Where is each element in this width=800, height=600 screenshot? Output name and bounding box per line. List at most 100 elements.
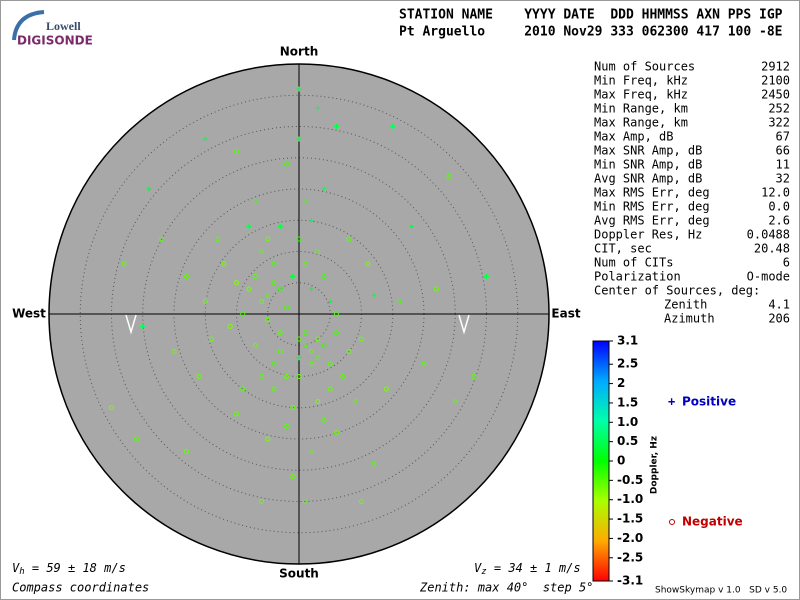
source-negative bbox=[184, 274, 189, 279]
stat-value: 2912 bbox=[761, 60, 790, 74]
stat-value: 0.0488 bbox=[747, 228, 790, 242]
source-negative bbox=[334, 430, 339, 436]
source-negative bbox=[284, 424, 289, 429]
source-negative bbox=[334, 330, 339, 336]
source-negative bbox=[302, 330, 308, 336]
direction-label: West bbox=[12, 307, 46, 321]
source-negative bbox=[302, 261, 308, 267]
stat-value: 67 bbox=[776, 130, 790, 144]
source-negative bbox=[221, 261, 227, 267]
stat-value: 0.0 bbox=[768, 200, 790, 214]
stat-value: 6 bbox=[783, 256, 790, 270]
source-positive bbox=[296, 355, 302, 361]
colorbar-tick-label: 2 bbox=[617, 376, 625, 390]
source-negative bbox=[284, 374, 289, 379]
source-positive bbox=[246, 224, 252, 229]
source-negative bbox=[171, 349, 177, 354]
source-negative bbox=[284, 305, 289, 311]
source-positive bbox=[334, 124, 339, 129]
source-negative bbox=[271, 280, 277, 286]
source-positive bbox=[296, 86, 302, 92]
center-label: Azimuth bbox=[664, 312, 715, 326]
source-negative bbox=[277, 349, 283, 354]
colorbar-tick-label: -1.5 bbox=[617, 512, 643, 526]
source-negative bbox=[290, 474, 296, 479]
source-negative bbox=[290, 405, 296, 411]
stat-value: 12.0 bbox=[761, 186, 790, 200]
stat-label: Max Range, km bbox=[594, 116, 688, 130]
source-negative bbox=[277, 330, 283, 336]
source-negative bbox=[421, 361, 427, 367]
stat-label: Max SNR Amp, dB bbox=[594, 144, 702, 158]
stat-value: 66 bbox=[776, 144, 790, 158]
source-negative bbox=[234, 149, 239, 154]
stat-label: Num of Sources bbox=[594, 60, 695, 74]
stat-label: Avg SNR Amp, dB bbox=[594, 172, 702, 186]
source-negative bbox=[340, 374, 346, 379]
source-negative bbox=[259, 374, 264, 379]
source-positive bbox=[327, 299, 333, 304]
source-negative bbox=[259, 249, 264, 254]
stat-value: 2.6 bbox=[768, 214, 790, 228]
source-positive bbox=[409, 224, 414, 229]
stat-label: Avg RMS Err, deg bbox=[594, 214, 710, 228]
source-negative bbox=[309, 449, 314, 454]
source-negative bbox=[240, 311, 246, 317]
colorbar-title: Doppler, Hz bbox=[650, 436, 660, 494]
source-negative bbox=[471, 374, 477, 379]
source-negative bbox=[234, 280, 239, 286]
stat-label: Min SNR Amp, dB bbox=[594, 158, 702, 172]
source-negative bbox=[315, 399, 321, 404]
logo: Lowell DIGISONDE bbox=[12, 10, 93, 48]
stat-value: 252 bbox=[768, 102, 790, 116]
header-values: Pt Arguello 2010 Nov29 333 062300 417 10… bbox=[399, 25, 783, 40]
source-positive bbox=[309, 286, 314, 292]
direction-label: East bbox=[551, 307, 580, 321]
stats-table: Num of Sources 2912 Min Freq, kHz 2100 Max F… bbox=[594, 60, 790, 326]
source-negative bbox=[321, 274, 327, 279]
v-mark bbox=[125, 314, 137, 335]
source-negative bbox=[434, 286, 439, 292]
colorbar-tick-label: 2.5 bbox=[617, 357, 638, 371]
source-negative bbox=[196, 374, 202, 379]
direction-label: South bbox=[279, 567, 319, 581]
logo-bottom: DIGISONDE bbox=[17, 34, 93, 48]
source-negative bbox=[384, 386, 389, 392]
source-negative bbox=[209, 336, 214, 342]
source-negative bbox=[302, 342, 308, 348]
stat-label: Num of CITs bbox=[594, 256, 673, 270]
colorbar-tick-label: -2.0 bbox=[617, 531, 643, 545]
stat-label: Doppler Res, Hz bbox=[594, 228, 702, 242]
header-labels: STATION NAME YYYY DATE DDD HHMMSS AXN PP… bbox=[399, 8, 783, 23]
colorbar-tick-label: 1.5 bbox=[617, 395, 638, 409]
colorbar-rect bbox=[592, 340, 610, 582]
source-negative bbox=[215, 236, 221, 242]
source-negative bbox=[359, 336, 364, 342]
source-negative bbox=[259, 499, 264, 504]
source-negative bbox=[252, 342, 258, 348]
source-negative bbox=[321, 417, 327, 423]
colorbar-tick-label: 0 bbox=[617, 454, 625, 468]
source-positive bbox=[484, 274, 489, 279]
source-negative bbox=[159, 236, 164, 242]
source-negative bbox=[271, 386, 277, 392]
source-positive bbox=[371, 292, 377, 298]
source-negative bbox=[252, 199, 258, 204]
source-negative bbox=[184, 449, 189, 454]
source-negative bbox=[321, 342, 327, 348]
source-negative bbox=[296, 336, 302, 342]
stat-value: 20.48 bbox=[754, 242, 790, 256]
source-negative bbox=[302, 199, 308, 204]
source-negative bbox=[121, 261, 127, 267]
source-negative bbox=[227, 324, 233, 329]
stat-label: Min Range, km bbox=[594, 102, 688, 116]
source-negative bbox=[315, 355, 321, 361]
stat-label: Polarization bbox=[594, 270, 681, 284]
colorbar-tick-label: 1.0 bbox=[617, 415, 638, 429]
colorbar-tick-label: 0.5 bbox=[617, 434, 638, 448]
vh-label: Vh = 59 ± 18 m/s bbox=[12, 561, 126, 577]
source-positive bbox=[315, 105, 321, 111]
colorbar: 3.1 2.5 2 1.5 1.0 0.5 0 -0.5 -1.0 -1.5 -2.0 -2.5 -3.… bbox=[592, 334, 660, 588]
stat-value: 11 bbox=[776, 158, 790, 172]
source-negative bbox=[309, 361, 314, 367]
